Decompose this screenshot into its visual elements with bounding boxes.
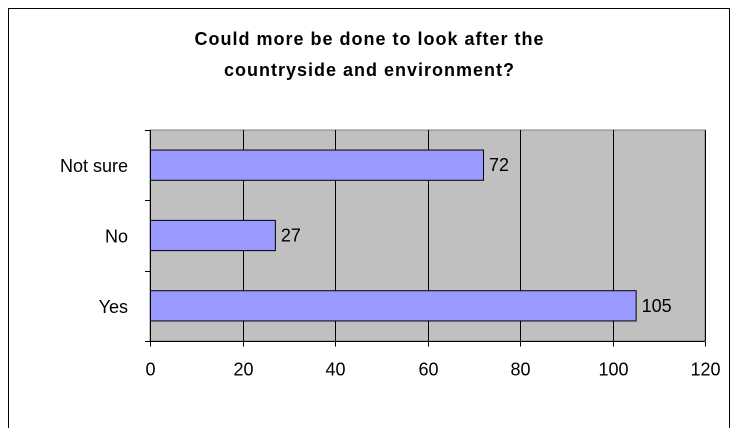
x-tick-label: 20 bbox=[233, 360, 253, 380]
bar-yes bbox=[150, 290, 637, 322]
category-label: No bbox=[105, 227, 128, 247]
data-label: 27 bbox=[281, 226, 301, 246]
x-tick-label: 60 bbox=[418, 360, 438, 380]
x-tick-label: 0 bbox=[145, 360, 155, 380]
x-tick-label: 100 bbox=[598, 360, 628, 380]
axes bbox=[145, 130, 706, 347]
chart-title: Could more be done to look after the cou… bbox=[0, 24, 739, 86]
x-tick-label: 80 bbox=[510, 360, 530, 380]
bars bbox=[150, 149, 637, 322]
category-label: Not sure bbox=[60, 156, 128, 176]
chart-title-line-2: countryside and environment? bbox=[223, 60, 516, 80]
bar-no bbox=[150, 219, 276, 252]
chart-title-line-1: Could more be done to look after the bbox=[194, 29, 545, 49]
labels: 72 Not sure 27 No 105 Yes 0 20 40 60 80 100 120 bbox=[60, 155, 721, 379]
data-label: 105 bbox=[642, 296, 672, 316]
x-tick-label: 40 bbox=[325, 360, 345, 380]
x-tick-label: 120 bbox=[690, 360, 720, 380]
category-label: Yes bbox=[99, 297, 128, 317]
bar-not-sure bbox=[150, 149, 484, 181]
data-label: 72 bbox=[489, 155, 509, 175]
